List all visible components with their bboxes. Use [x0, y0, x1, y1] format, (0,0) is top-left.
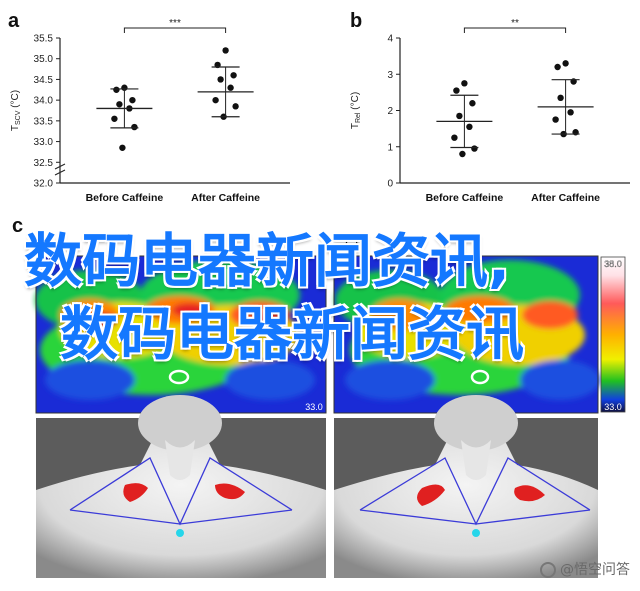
thermal-color-scale — [600, 256, 626, 413]
scale-max-label: 38.0 — [604, 259, 622, 269]
panel-c-label: c — [12, 215, 24, 237]
y-axis-title-unit: (°C) — [350, 92, 361, 113]
y-axis-title-unit: (°C) — [10, 90, 21, 111]
credit-text: @悟空问答 — [560, 562, 630, 578]
y-tick-label: 33.0 — [34, 137, 54, 148]
thermal-right-label: Cl — [345, 240, 358, 251]
axis-break-mark — [54, 163, 66, 176]
y-tick-label: 0 — [387, 179, 393, 190]
y-axis-title-main: T — [10, 125, 21, 131]
y-axis-title-main: T — [350, 123, 361, 129]
data-point — [554, 63, 561, 71]
x-category-label: After Caffeine — [531, 192, 600, 204]
neck-image-before — [36, 395, 326, 578]
data-point — [461, 80, 468, 87]
y-axis-title-sub: SCV — [15, 110, 22, 125]
scale-min-label: 33.0 — [604, 402, 622, 412]
y-tick-label: 35.0 — [34, 54, 54, 65]
scale-min-label-left: 33.0 — [305, 402, 323, 412]
data-point — [232, 103, 239, 110]
neck-image-after — [334, 395, 598, 578]
data-point — [217, 76, 224, 83]
data-point — [567, 109, 574, 116]
data-point — [562, 60, 569, 67]
data-point — [113, 86, 120, 93]
data-point — [212, 96, 219, 104]
data-point — [116, 101, 123, 108]
y-tick-label: 32.5 — [34, 158, 54, 169]
x-category-label: Before Caffeine — [86, 192, 164, 204]
significance-label: *** — [169, 18, 181, 29]
wukong-logo-icon — [540, 562, 556, 578]
y-tick-label: 2 — [387, 106, 393, 117]
data-point — [131, 123, 138, 131]
data-point — [129, 96, 136, 104]
data-point — [466, 123, 473, 131]
data-point — [552, 116, 559, 123]
chart-a: 32.0 32.5 33.0 33.5 34.0 34.5 35.0 35.5 TSCV (°C… — [10, 18, 290, 204]
thermal-figure: 38.0 33.0 33.0 Cl Cl — [35, 240, 626, 578]
y-tick-label: 34.0 — [34, 96, 54, 107]
watermark-line-2: 数码电器新闻资讯 — [60, 300, 525, 368]
y-tick-label: 35.5 — [34, 34, 54, 45]
data-point — [471, 145, 478, 152]
data-point — [227, 84, 234, 91]
significance-label: ** — [511, 18, 519, 29]
thermal-map-after — [333, 255, 600, 414]
data-point — [451, 134, 458, 141]
y-tick-label: 4 — [387, 34, 393, 45]
credit-watermark: @悟空问答 — [540, 559, 630, 579]
data-point — [230, 72, 237, 79]
thermal-left-label: Cl — [48, 240, 61, 251]
data-point — [119, 144, 126, 151]
watermark-line-1: 数码电器新闻资讯, — [24, 227, 511, 295]
thermal-map-before — [35, 255, 327, 414]
data-point — [456, 112, 463, 120]
y-tick-label: 34.5 — [34, 75, 54, 86]
panel-b-label: b — [350, 10, 363, 32]
y-tick-label: 3 — [387, 70, 393, 81]
y-tick-label: 32.0 — [34, 179, 54, 190]
data-point — [111, 115, 118, 122]
panel-a-label: a — [8, 10, 20, 32]
y-tick-label: 33.5 — [34, 116, 54, 127]
significance-bracket — [463, 27, 567, 33]
y-axis-title-sub: Rel — [355, 112, 362, 123]
y-tick-label: 1 — [387, 142, 393, 153]
data-point — [222, 47, 229, 54]
x-category-label: After Caffeine — [191, 192, 260, 204]
chart-b: 0 1 2 3 4 TRel (°C) Before Caffeine After Caffe… — [350, 18, 630, 204]
data-point — [557, 94, 564, 102]
x-category-label: Before Caffeine — [426, 192, 504, 204]
data-point — [453, 87, 460, 94]
y-axis-title: TSCV (°C) — [10, 90, 22, 131]
significance-bracket — [123, 27, 227, 33]
data-point — [469, 100, 476, 107]
data-point — [459, 150, 466, 158]
y-axis-title: TRel (°C) — [350, 92, 362, 129]
